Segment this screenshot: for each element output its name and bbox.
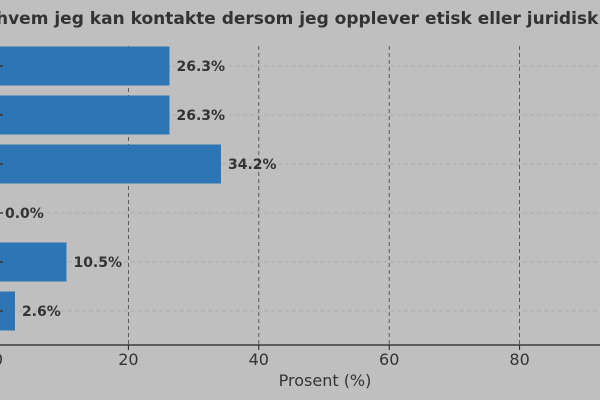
bar-4: [0, 242, 67, 282]
data-label-3: 0.0%: [5, 206, 44, 222]
x-tick-label-80: 80: [509, 350, 529, 369]
data-label-0: 26.3%: [176, 59, 225, 75]
bar-1: [0, 95, 170, 135]
bar-0: [0, 46, 170, 86]
chart-title: hvem jeg kan kontakte dersom jeg oppleve…: [0, 9, 599, 29]
data-labels: 26.3% 26.3% 34.2% 0.0% 10.5% 2.6%: [5, 59, 277, 320]
grid: [0, 46, 600, 345]
data-label-2: 34.2%: [228, 157, 277, 173]
x-tick-label-60: 60: [379, 350, 399, 369]
x-tick-label-20: 20: [118, 350, 138, 369]
data-label-5: 2.6%: [22, 304, 61, 320]
x-axis: 0 20 40 60 80: [0, 65, 600, 369]
x-axis-label: Prosent (%): [279, 371, 372, 390]
bar-2: [0, 144, 221, 184]
x-tick-label-40: 40: [249, 350, 269, 369]
data-label-4: 10.5%: [73, 255, 122, 271]
bar-5: [0, 291, 15, 331]
data-label-1: 26.3%: [176, 108, 225, 124]
bars: [0, 46, 221, 331]
x-tick-label-0: 0: [0, 350, 3, 369]
